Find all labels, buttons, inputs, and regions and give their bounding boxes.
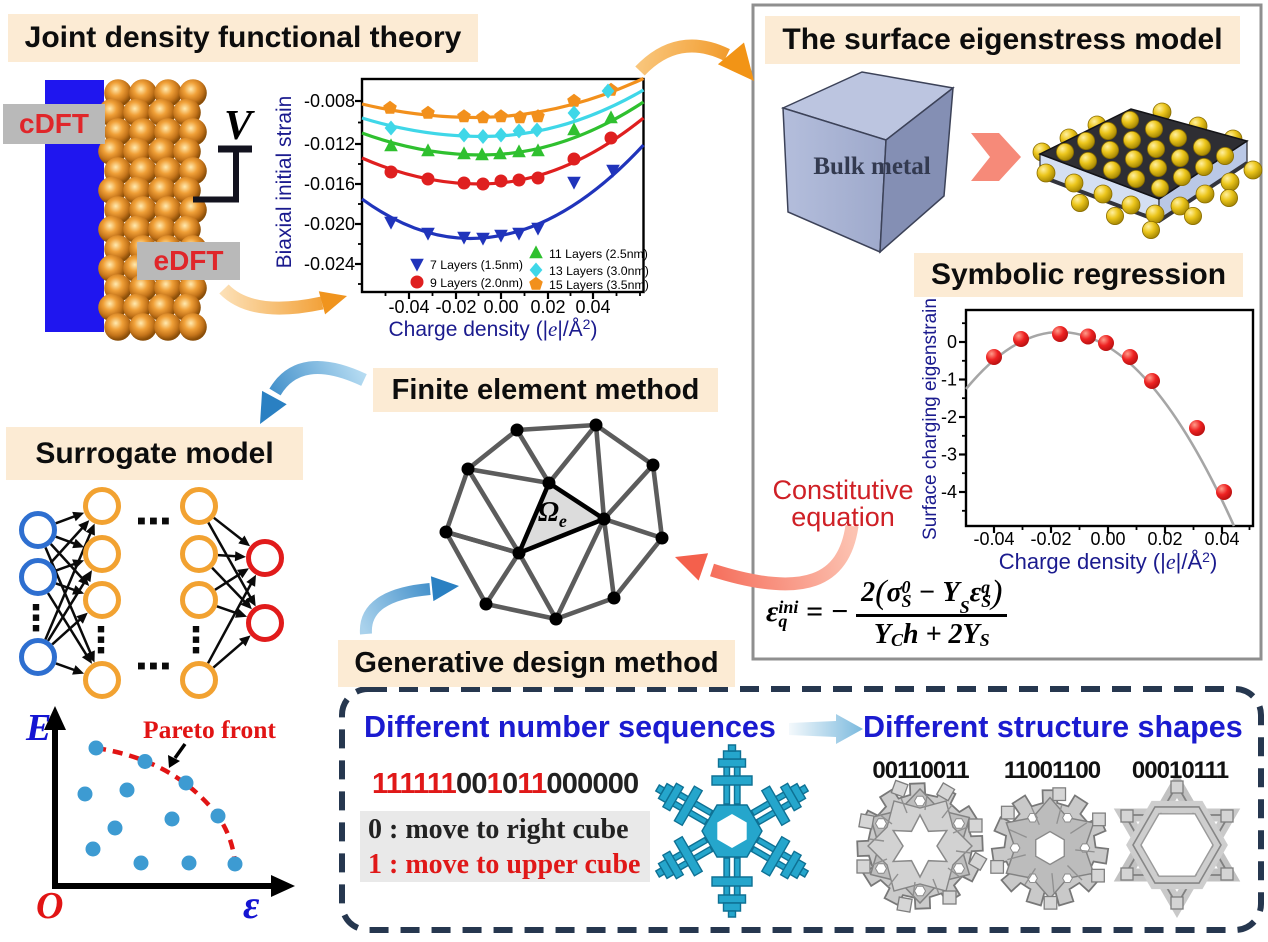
svg-text:0: 0	[947, 332, 957, 352]
svg-text:0.00: 0.00	[1090, 529, 1125, 549]
svg-text:-0.024: -0.024	[304, 254, 355, 274]
svg-text:0.02: 0.02	[1147, 529, 1182, 549]
svg-text:0.02: 0.02	[530, 297, 565, 317]
svg-text:11 Layers (2.5nm): 11 Layers (2.5nm)	[549, 247, 648, 261]
svg-text:15 Layers (3.5nm): 15 Layers (3.5nm)	[549, 278, 649, 292]
svg-text:-0.04: -0.04	[388, 297, 429, 317]
svg-text:-4: -4	[941, 482, 957, 502]
svg-text:0.00: 0.00	[483, 297, 518, 317]
svg-text:-0.008: -0.008	[304, 91, 355, 111]
svg-text:-1: -1	[941, 370, 957, 390]
svg-text:9 Layers (2.0nm): 9 Layers (2.0nm)	[430, 276, 523, 290]
svg-text:-0.04: -0.04	[973, 529, 1014, 549]
svg-text:Surface charging eigenstrain: Surface charging eigenstrain	[920, 298, 941, 540]
svg-text:-2: -2	[941, 407, 957, 427]
svg-text:-0.02: -0.02	[435, 297, 476, 317]
svg-text:-0.020: -0.020	[304, 214, 355, 234]
svg-text:-0.012: -0.012	[304, 134, 355, 154]
svg-text:-0.02: -0.02	[1030, 529, 1071, 549]
svg-text:Ωe: Ωe	[538, 497, 567, 531]
svg-text:Charge density (|e|/Å2): Charge density (|e|/Å2)	[999, 549, 1218, 574]
svg-text:-0.016: -0.016	[304, 174, 355, 194]
svg-text:Charge density (|e|/Å2): Charge density (|e|/Å2)	[389, 316, 598, 341]
svg-text:0.04: 0.04	[575, 297, 610, 317]
svg-text:0.04: 0.04	[1204, 529, 1239, 549]
svg-text:13 Layers (3.0nm): 13 Layers (3.0nm)	[549, 264, 649, 278]
svg-text:Biaxial initial strain: Biaxial initial strain	[273, 96, 296, 269]
svg-text:7 Layers (1.5nm): 7 Layers (1.5nm)	[430, 258, 523, 272]
svg-text:-3: -3	[941, 445, 957, 465]
